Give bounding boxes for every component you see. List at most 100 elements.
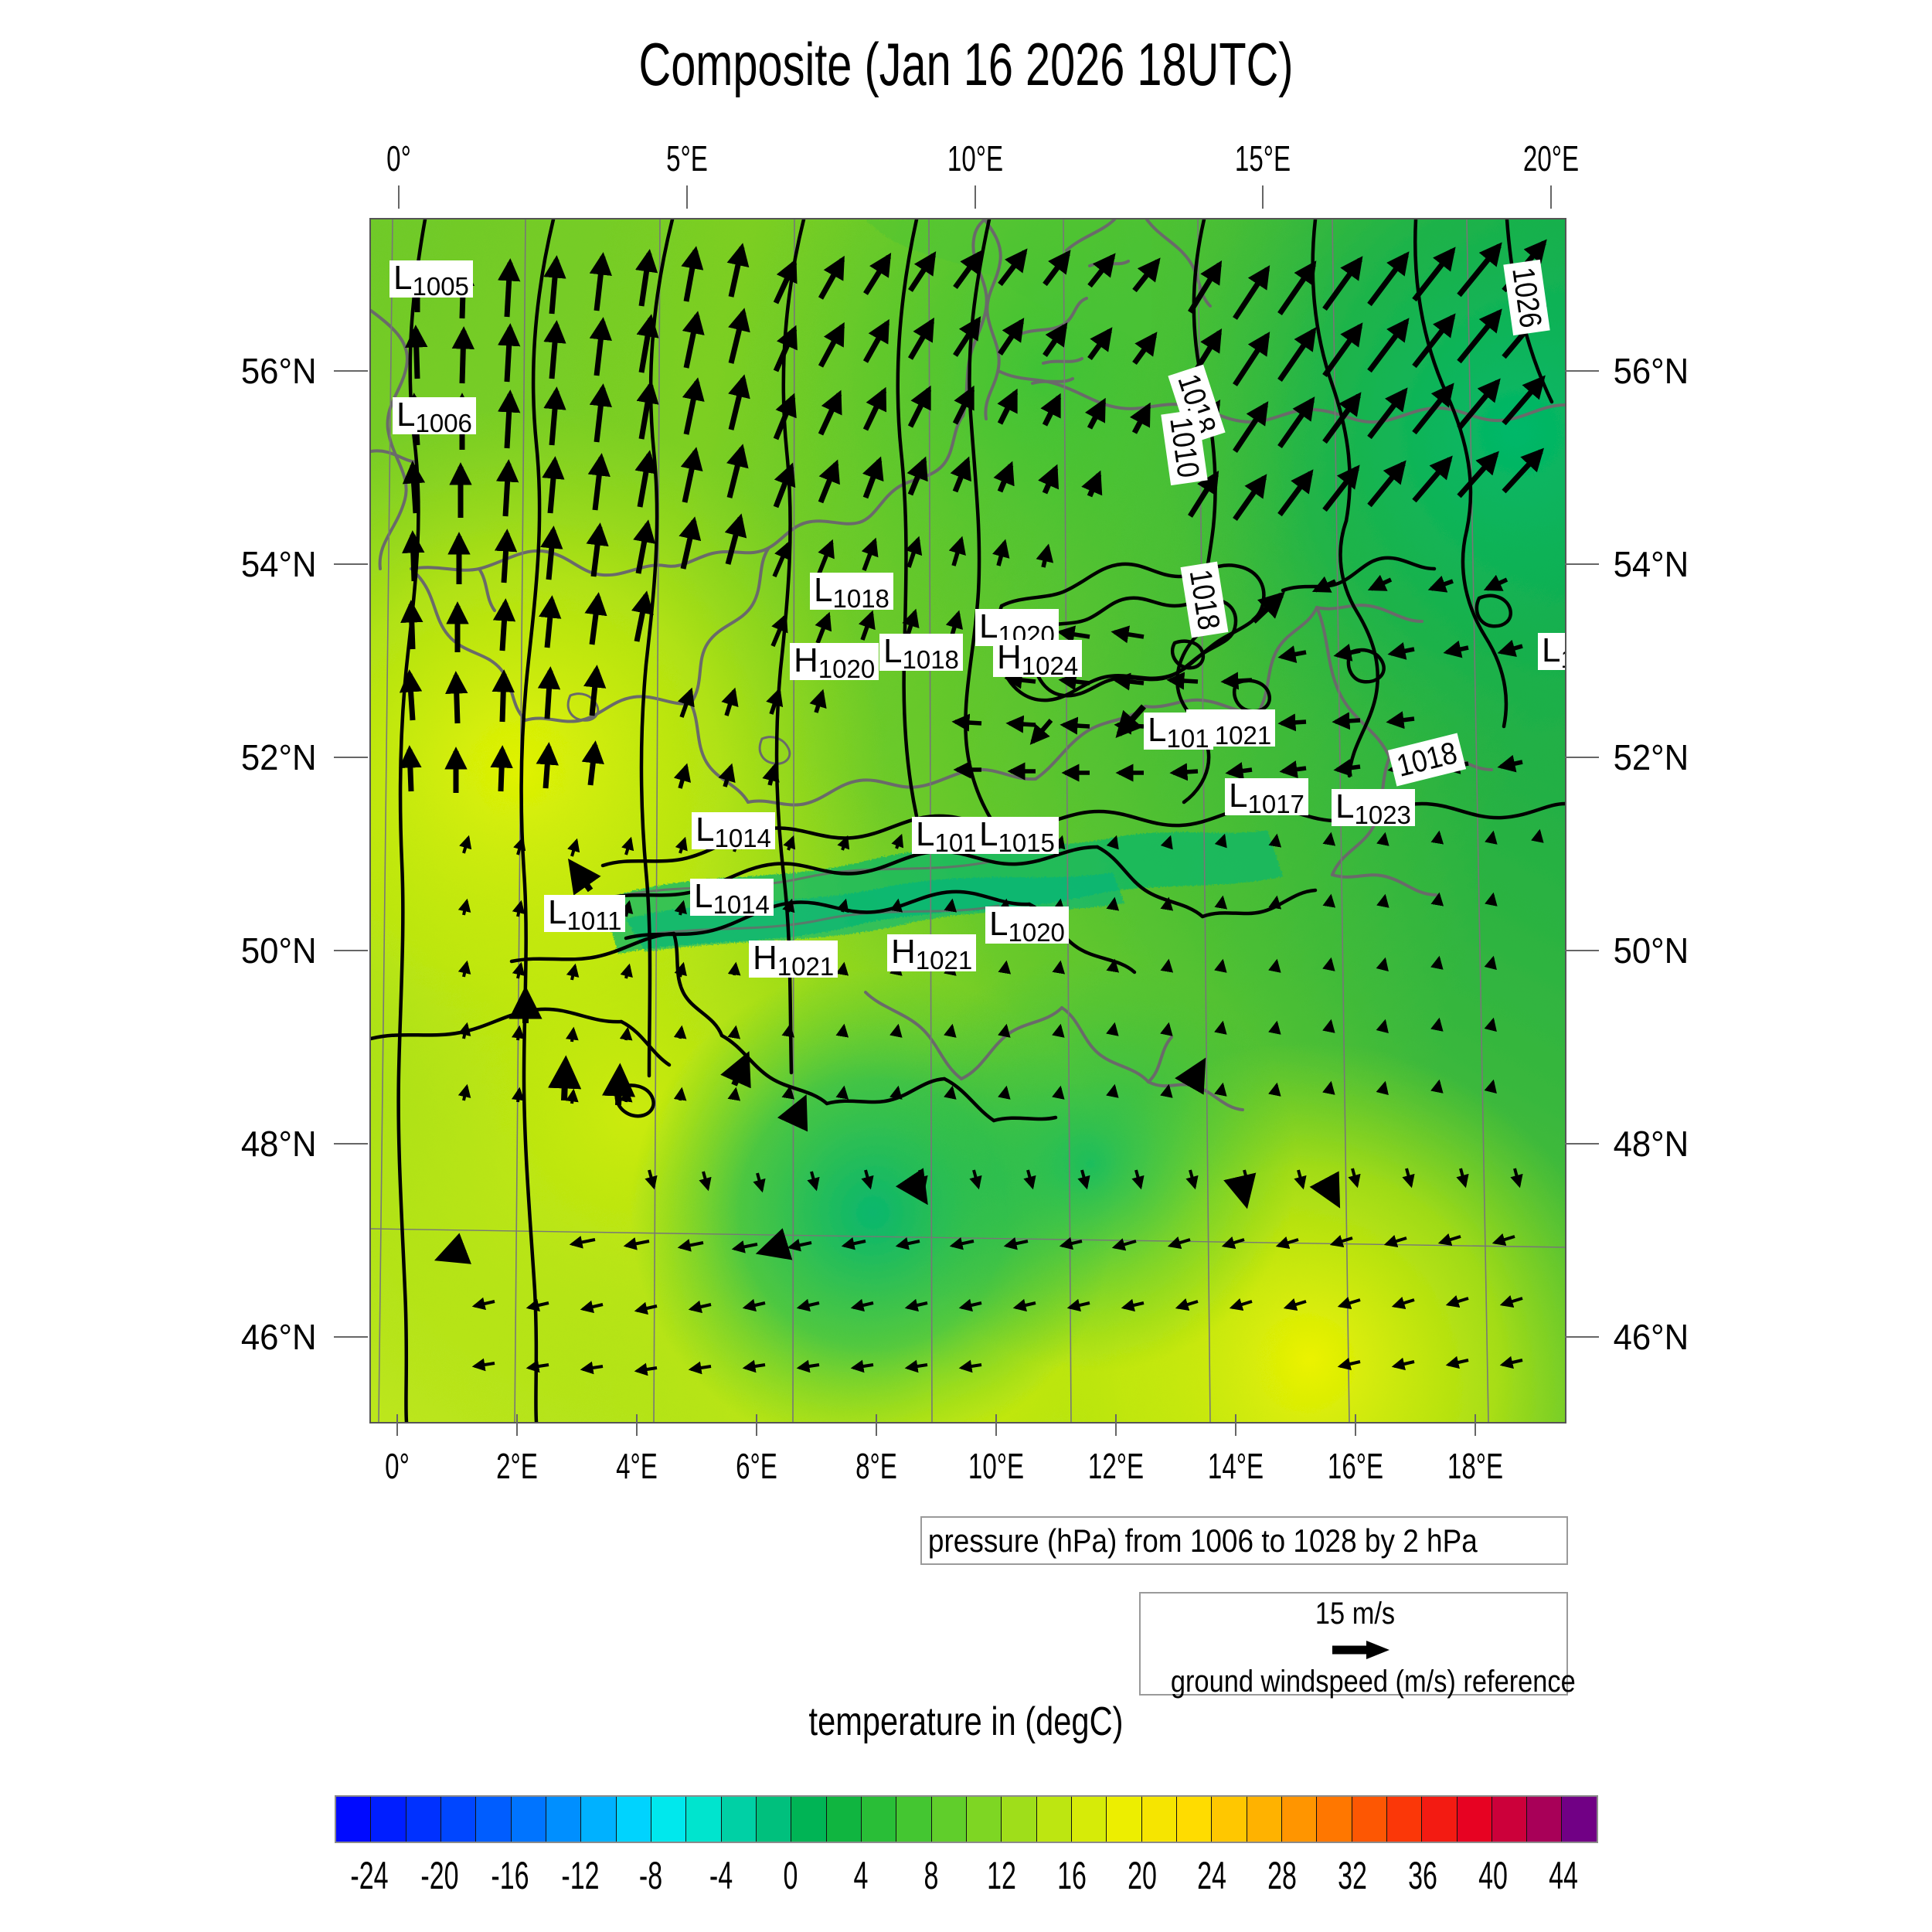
lat-tick-left-4: 48°N (240, 1124, 317, 1164)
lon-tick-bottom-4: 8°E (855, 1446, 897, 1486)
colorbar-swatch (826, 1797, 862, 1842)
axis-tick-mark (1565, 757, 1599, 758)
pressure-extremum-label: L1011 (544, 893, 626, 934)
colorbar-swatch (686, 1797, 722, 1842)
axis-tick-mark (334, 950, 368, 951)
colorbar-tick-10: 16 (1056, 1854, 1087, 1897)
extremum-type: H (794, 641, 818, 679)
colorbar-swatch (1212, 1797, 1247, 1842)
axis-tick-mark (636, 1414, 638, 1436)
extremum-type: L (1148, 711, 1167, 749)
colorbar-swatch (1422, 1797, 1458, 1842)
extremum-type: L (1542, 631, 1561, 669)
extremum-value: 1021 (1214, 721, 1272, 750)
axis-longitude-bottom: 0° 2°E 4°E 6°E 8°E 10°E 12°E 14°E 16°E 18°E (0, 1414, 1932, 1515)
map-plot-area[interactable]: L1005 L1006 L1018 H1020 L1018 L1020 H1024 L1023… (369, 218, 1566, 1423)
wind-reference-caption: ground windspeed (m/s) reference (1170, 1665, 1576, 1699)
extremum-type: L (989, 905, 1009, 943)
axis-tick-mark (974, 185, 976, 209)
extremum-type: L (393, 259, 413, 297)
extremum-type: L (979, 815, 998, 853)
pressure-extremum-label: L101 (1144, 711, 1213, 751)
colorbar-tick-15: 36 (1407, 1854, 1437, 1897)
pressure-extremum-label: H1024 (993, 640, 1083, 680)
extremum-value: 1020 (818, 655, 876, 683)
axis-tick-mark (334, 563, 368, 565)
lat-tick-right-5: 46°N (1613, 1317, 1689, 1357)
colorbar-swatch (1002, 1797, 1037, 1842)
axis-tick-mark (1550, 185, 1552, 209)
axis-tick-mark (1565, 1336, 1599, 1338)
extremum-value: 1005 (412, 272, 469, 301)
contour-value-label: 1026 (1503, 259, 1550, 336)
colorbar-tick-17: 44 (1548, 1854, 1578, 1897)
colorbar-swatch (1492, 1797, 1528, 1842)
pressure-extremum-label: L1018 (810, 573, 893, 611)
lon-tick-bottom-5: 10°E (968, 1446, 1025, 1486)
extremum-value: 1023 (1354, 801, 1411, 829)
colorbar-swatch (896, 1797, 932, 1842)
axis-tick-mark (756, 1414, 757, 1436)
extremum-value: 1021 (777, 952, 835, 981)
colorbar-title: temperature in (degC) (808, 1699, 1124, 1744)
lon-tick-top-2: 10°E (947, 138, 1003, 179)
lat-tick-right-1: 54°N (1613, 544, 1689, 584)
pressure-extrema-labels: L1005 L1006 L1018 H1020 L1018 L1020 H1024 L1023… (371, 219, 1565, 1422)
colorbar-tick-11: 20 (1127, 1854, 1157, 1897)
axis-tick-mark (334, 1143, 368, 1145)
lat-tick-left-1: 54°N (240, 544, 317, 584)
lon-tick-bottom-1: 2°E (496, 1446, 538, 1486)
lon-tick-bottom-6: 12°E (1087, 1446, 1145, 1486)
lat-tick-right-3: 50°N (1613, 930, 1689, 971)
page-title: Composite (Jan 16 2026 18UTC) (638, 30, 1294, 98)
colorbar-swatch (651, 1797, 687, 1842)
lon-tick-bottom-7: 14°E (1207, 1446, 1264, 1486)
pressure-extremum-label: L1005 (389, 259, 473, 301)
extremum-value: 1017 (1247, 790, 1304, 818)
axis-tick-mark (1565, 563, 1599, 565)
axis-tick-mark (876, 1414, 877, 1436)
pressure-legend: pressure (hPa) from 1006 to 1028 by 2 hP… (920, 1516, 1568, 1565)
axis-tick-mark (398, 185, 400, 209)
pressure-extremum-label: L1020 (985, 905, 1069, 945)
lat-tick-right-4: 48°N (1613, 1124, 1689, 1164)
axis-tick-mark (334, 1336, 368, 1338)
lon-tick-bottom-0: 0° (385, 1446, 410, 1486)
extremum-type: L (883, 632, 903, 670)
axis-latitude-right: 56°N 54°N 52°N 50°N 48°N 46°N (1565, 218, 1932, 1420)
temperature-colorbar[interactable] (335, 1795, 1598, 1843)
colorbar-swatch (406, 1797, 441, 1842)
colorbar-swatch (336, 1797, 372, 1842)
colorbar-swatch (1317, 1797, 1352, 1842)
axis-longitude-top: 0° 5°E 10°E 15°E 20°E (0, 0, 1932, 218)
colorbar-swatch (721, 1797, 757, 1842)
axis-tick-mark (1262, 185, 1264, 209)
colorbar-swatch (1071, 1797, 1107, 1842)
colorbar-swatch (1036, 1797, 1072, 1842)
axis-latitude-left: 56°N 54°N 52°N 50°N 48°N 46°N (0, 218, 369, 1420)
pressure-extremum-label: L10 (1538, 631, 1565, 672)
colorbar-tick-2: -16 (491, 1854, 529, 1897)
lon-tick-bottom-8: 16°E (1327, 1446, 1384, 1486)
pressure-contour-layer (371, 219, 1565, 1422)
colorbar-swatch (1141, 1797, 1177, 1842)
extremum-type: L (548, 893, 567, 931)
contour-value-label: 1018 (1387, 733, 1467, 787)
wind-reference-value: 15 m/s (1315, 1597, 1396, 1631)
extremum-type: L (979, 607, 998, 645)
pressure-extremum-label: L1006 (393, 397, 476, 436)
wind-reference-arrow-icon (1332, 1641, 1389, 1659)
lon-tick-bottom-9: 18°E (1447, 1446, 1504, 1486)
pressure-extremum-label: L1014 (690, 879, 774, 917)
lon-tick-bottom-2: 4°E (616, 1446, 658, 1486)
extremum-value: 1024 (1021, 651, 1079, 680)
colorbar-swatch (1107, 1797, 1142, 1842)
colorbar-swatch (511, 1797, 546, 1842)
axis-tick-mark (1475, 1414, 1476, 1436)
colorbar-tick-6: 0 (783, 1854, 798, 1897)
contour-value-labels: 1026 1018 1010 1018 1018 (371, 219, 1565, 1422)
axis-tick-mark (1565, 1143, 1599, 1145)
colorbar-tick-1: -20 (420, 1854, 459, 1897)
colorbar-tick-13: 28 (1267, 1854, 1298, 1897)
axis-tick-mark (1115, 1414, 1117, 1436)
